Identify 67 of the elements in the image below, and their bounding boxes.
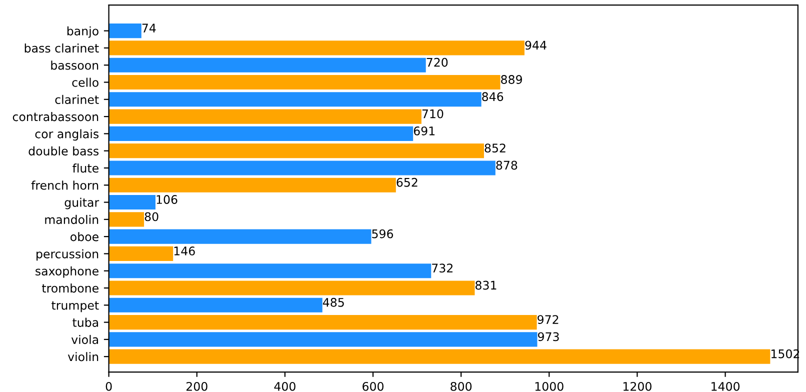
data-label: 889: [501, 75, 522, 84]
data-label: 596: [372, 229, 394, 238]
y-tick-label: bassoon: [51, 60, 98, 70]
data-label: 146: [174, 246, 195, 256]
data-label: 485: [322, 298, 344, 307]
y-tick-label: contrabassoon: [12, 112, 98, 122]
y-tick-label: french horn: [31, 180, 98, 190]
bar: [108, 178, 396, 192]
x-tick-label: 400: [274, 382, 296, 391]
x-tick-label: 600: [362, 382, 384, 391]
x-tick-label: 800: [450, 382, 472, 391]
y-tick-label: trombone: [42, 284, 98, 293]
data-label: 831: [476, 280, 496, 290]
y-tick-label: clarinet: [55, 94, 99, 104]
bar: [108, 40, 524, 56]
y-tick-label: cello: [72, 78, 98, 87]
data-label: 720: [426, 58, 448, 67]
data-label: 691: [414, 126, 435, 136]
data-label: 852: [484, 144, 506, 153]
bar: [108, 315, 537, 330]
bar: [108, 74, 500, 90]
y-tick-label: violin: [68, 352, 98, 362]
bar: [108, 229, 372, 244]
bar: [108, 92, 482, 107]
y-tick-label: tuba: [72, 318, 98, 327]
y-tick-label: banjo: [67, 26, 98, 38]
data-label: 944: [525, 40, 546, 50]
data-label: 710: [422, 109, 444, 118]
data-label: 74: [142, 24, 156, 32]
y-tick-label: viola: [71, 334, 98, 344]
bar: [108, 24, 142, 38]
bar: [108, 194, 156, 210]
bar: [108, 349, 770, 364]
y-tick-label: saxophone: [36, 266, 98, 278]
y-tick-label: mandolin: [45, 214, 98, 224]
y-tick-label: double bass: [28, 146, 99, 156]
bar: [108, 264, 432, 278]
data-label: 732: [432, 264, 452, 273]
bar: [108, 126, 414, 141]
data-label: 106: [156, 195, 178, 204]
bar: [108, 298, 322, 312]
x-tick-label: 200: [186, 382, 208, 391]
data-label: 878: [496, 160, 518, 170]
bar: [108, 109, 422, 124]
bar: [108, 160, 496, 176]
y-tick-label: percussion: [36, 249, 98, 261]
bar: [108, 212, 144, 227]
bar: [108, 332, 538, 347]
x-tick-label: 0: [106, 382, 112, 391]
y-tick-label: bass clarinet: [24, 43, 99, 53]
x-tick-label: 1400: [712, 382, 740, 391]
data-label: 846: [482, 92, 504, 102]
y-tick-label: oboe: [70, 232, 98, 242]
x-tick-label: 1000: [535, 382, 564, 391]
bar: [108, 280, 475, 296]
bar: [108, 144, 484, 158]
y-tick-label: guitar: [64, 198, 100, 210]
data-label: 652: [396, 178, 418, 187]
y-tick-label: flute: [72, 163, 98, 173]
data-label: 80: [144, 212, 158, 222]
bar: [108, 58, 426, 72]
x-tick-label: 1200: [623, 382, 652, 391]
y-tick-label: cor anglais: [35, 129, 99, 141]
data-label: 972: [538, 315, 558, 324]
data-label: 973: [538, 332, 559, 342]
y-tick-label: trumpet: [52, 301, 99, 312]
bar: [108, 246, 174, 261]
